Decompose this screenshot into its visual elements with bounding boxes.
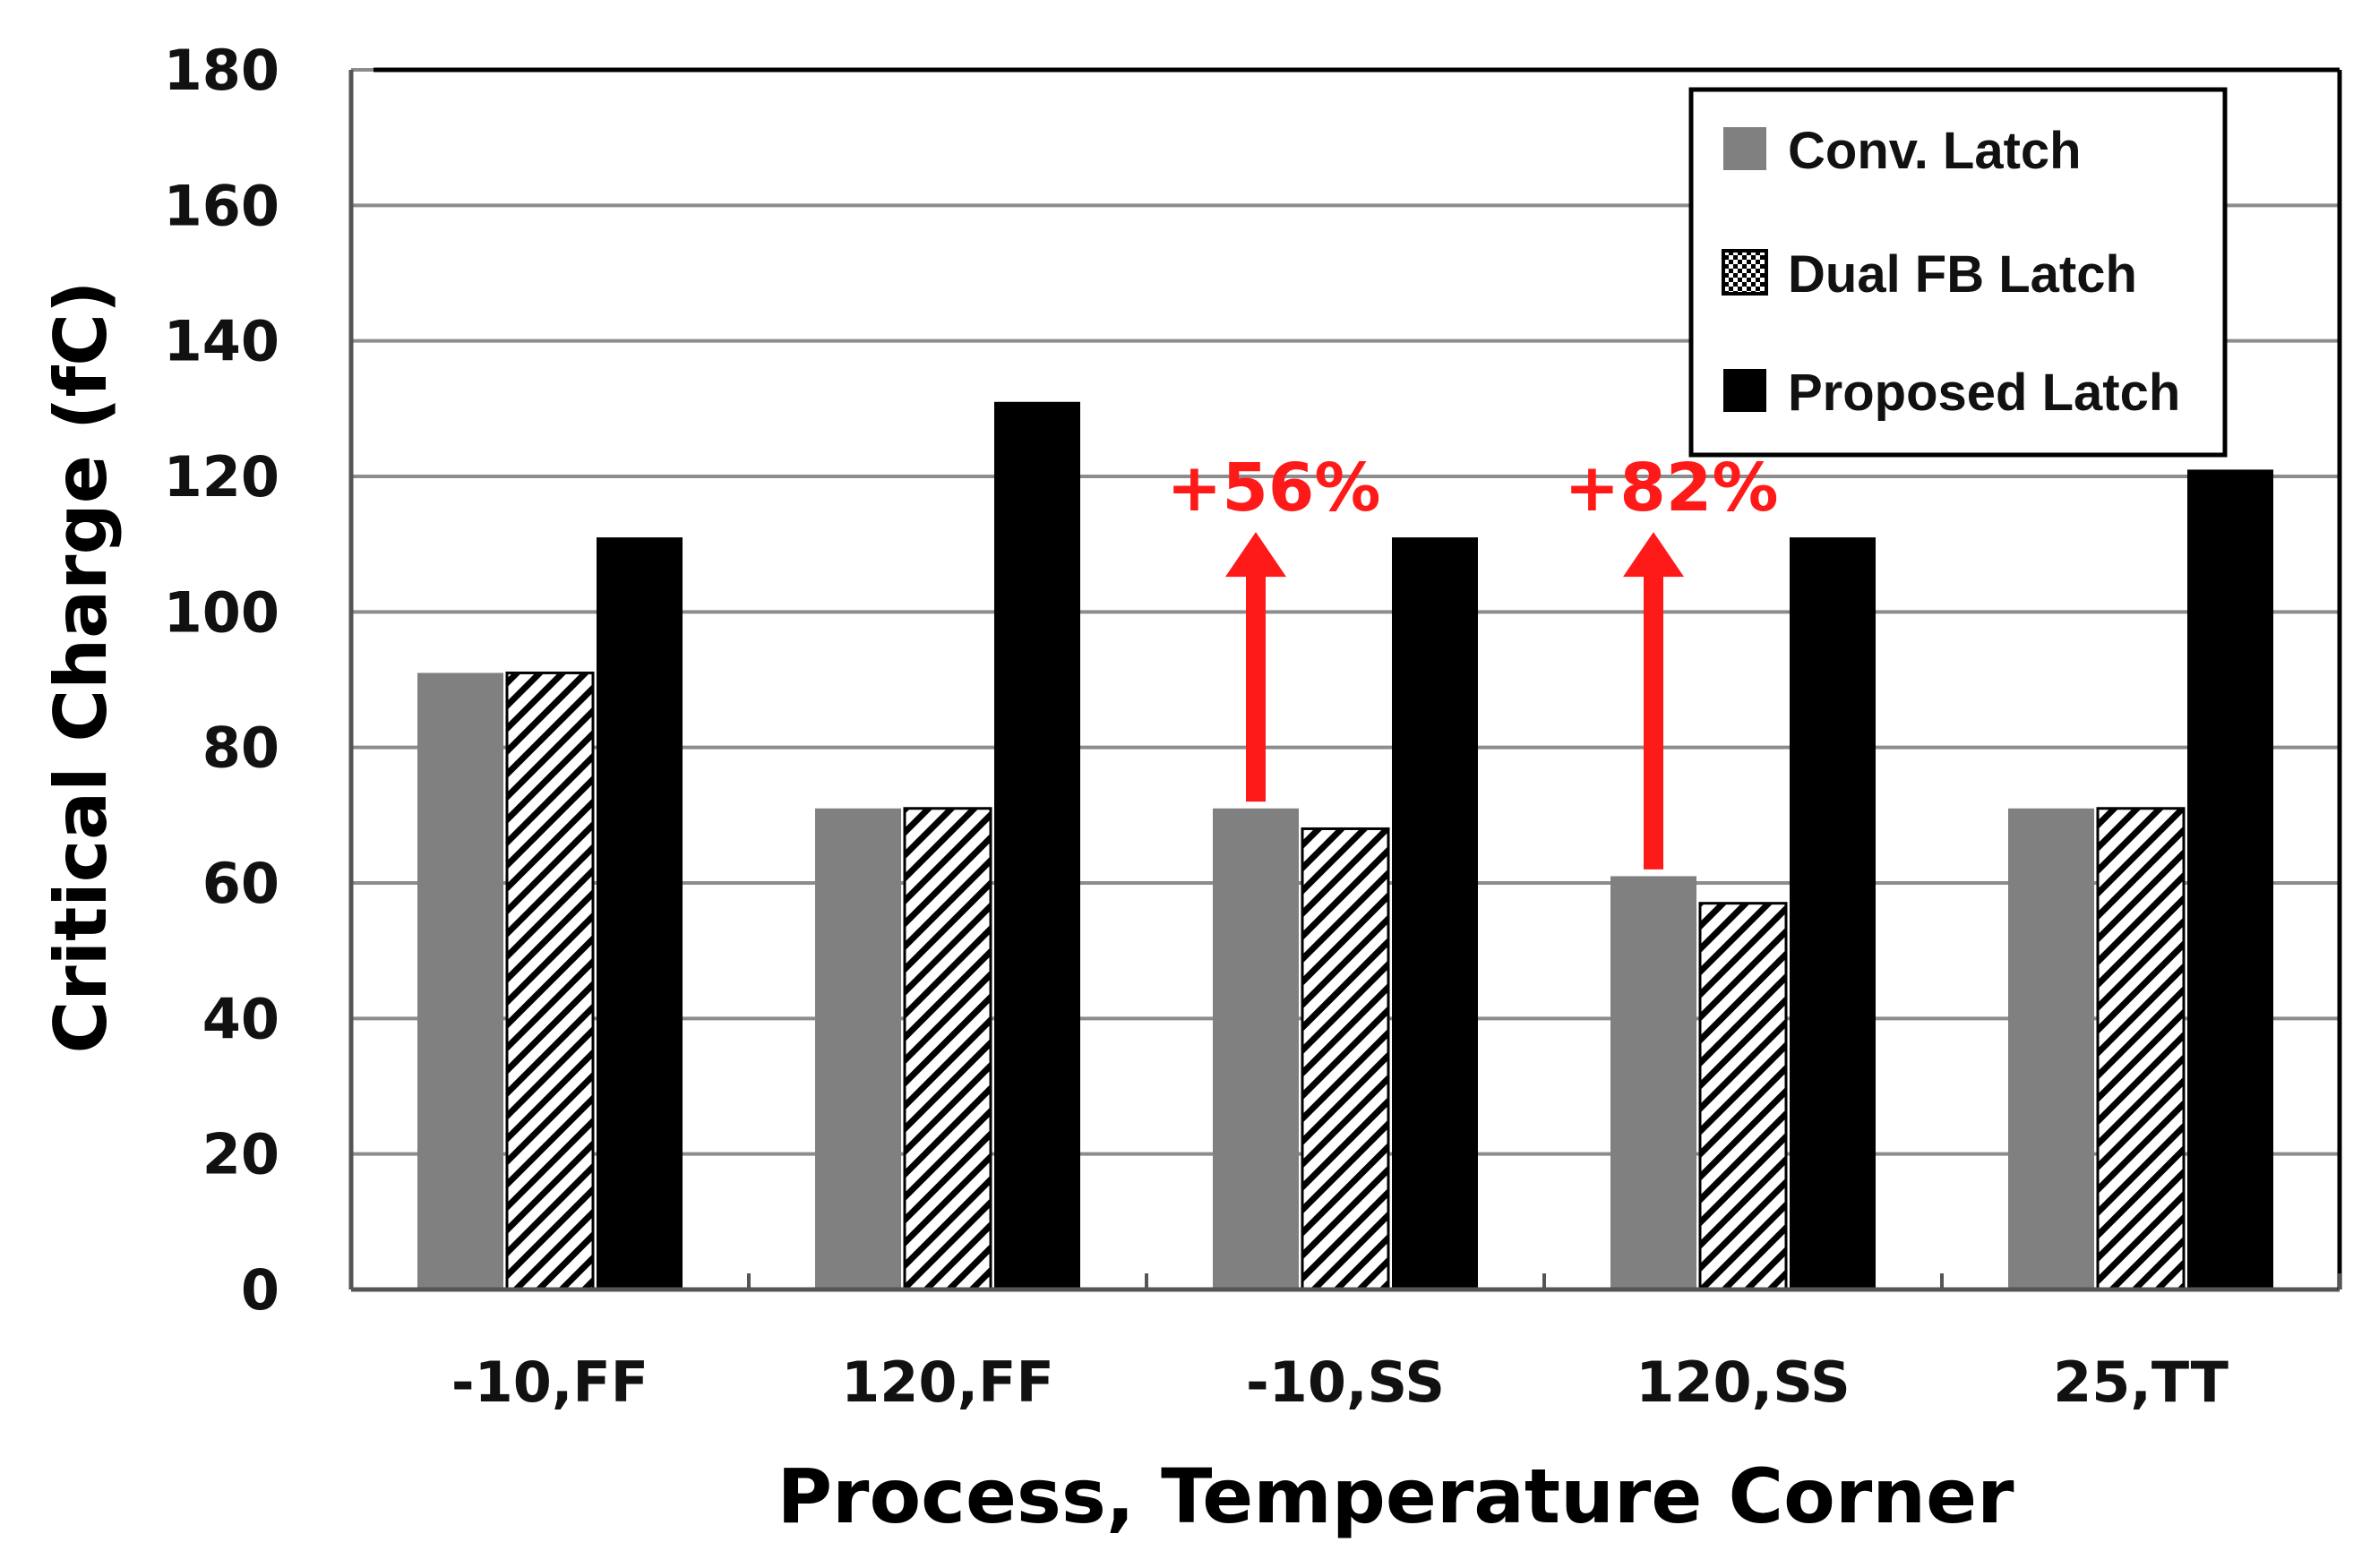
bar-dual-fb-latch-5	[2096, 807, 2186, 1291]
x-tick-labels: -10,FF 120,FF -10,SS 120,SS 25,TT	[451, 1350, 2229, 1415]
y-tick-label: 20	[202, 1122, 279, 1187]
bar-dual-fb-latch-2	[903, 807, 992, 1291]
annotation-arrow-shaft	[1246, 573, 1266, 802]
legend-label: Conv. Latch	[1788, 122, 2082, 180]
x-tick-label: 120,FF	[841, 1350, 1054, 1415]
bar-proposed-latch-3	[1392, 537, 1478, 1290]
x-tick-label: -10,FF	[451, 1350, 648, 1415]
annotation-arrow-head	[1623, 532, 1684, 578]
y-axis-title: Critical Charge (fC)	[39, 280, 123, 1053]
bar-proposed-latch-2	[994, 401, 1080, 1290]
legend-label: Proposed Latch	[1788, 364, 2180, 422]
legend-swatch	[1722, 249, 1768, 296]
bar-proposed-latch-4	[1790, 537, 1876, 1290]
y-tick-label: 40	[202, 986, 279, 1051]
bar-conv-latch-3	[1213, 808, 1299, 1290]
y-tick-label: 60	[202, 851, 279, 916]
bar-dual-fb-latch-3	[1301, 827, 1390, 1291]
annotation-label: +56%	[1166, 450, 1380, 527]
legend-label: Dual FB Latch	[1788, 245, 2137, 304]
y-tick-label: 180	[164, 38, 279, 103]
annotation-arrow-head	[1225, 532, 1286, 578]
bar-conv-latch-5	[2008, 808, 2094, 1290]
x-tick-label: 120,SS	[1636, 1350, 1851, 1415]
bar-dual-fb-latch-1	[505, 671, 595, 1291]
y-tick-labels: 0 20 40 60 80 100 120 140 160 180	[164, 38, 279, 1323]
bar-dual-fb-latch-4	[1698, 902, 1788, 1291]
legend-box	[1688, 87, 2228, 458]
bar-conv-latch-4	[1610, 876, 1696, 1290]
x-axis-title: Process, Temperature Corner	[777, 1452, 2014, 1540]
x-tick-label: 25,TT	[2053, 1350, 2229, 1415]
annotation-arrow-shaft	[1644, 573, 1663, 870]
bars	[417, 401, 2273, 1291]
y-tick-label: 80	[202, 715, 279, 781]
legend: Conv. Latch Dual FB Latch Proposed Latch	[1688, 87, 2228, 458]
y-tick-label: 120	[164, 444, 279, 510]
bar-proposed-latch-1	[597, 537, 683, 1290]
y-tick-label: 160	[164, 173, 279, 238]
legend-swatch	[1723, 127, 1766, 170]
x-tick-label: -10,SS	[1246, 1350, 1445, 1415]
annotations: +56% +82%	[1166, 450, 1779, 870]
y-tick-label: 100	[164, 579, 279, 645]
annotation-label: +82%	[1564, 450, 1778, 527]
y-tick-label: 140	[164, 309, 279, 374]
y-tick-label: 0	[241, 1257, 279, 1323]
bar-proposed-latch-5	[2187, 469, 2273, 1290]
legend-swatch	[1723, 369, 1766, 412]
bar-conv-latch-2	[815, 808, 901, 1290]
axes	[348, 67, 2342, 1292]
bar-conv-latch-1	[417, 673, 503, 1290]
